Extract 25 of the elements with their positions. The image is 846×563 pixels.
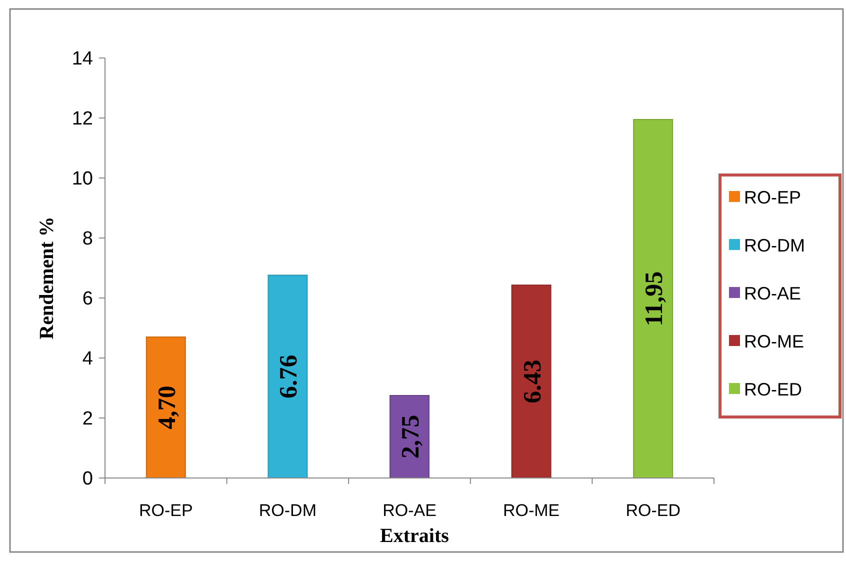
legend-label: RO-AE	[744, 283, 802, 304]
y-tick-label: 14	[72, 48, 94, 70]
y-tick-label: 4	[82, 348, 94, 370]
y-tick-label: 2	[82, 408, 93, 430]
y-tick-label: 10	[72, 168, 93, 190]
y-axis-title: Rendement %	[36, 216, 58, 340]
y-tick-label: 12	[72, 108, 93, 130]
data-label: 6.76	[276, 354, 303, 398]
x-tick-label: RO-AE	[382, 501, 436, 520]
x-tick-label: RO-ED	[626, 501, 680, 520]
x-tick-label: RO-DM	[258, 501, 317, 520]
data-label: 6.43	[519, 360, 546, 404]
x-tick-label: RO-EP	[138, 501, 193, 520]
legend-label: RO-DM	[744, 235, 805, 256]
x-tick-label: RO-ME	[502, 501, 560, 520]
x-axis-title: Extraits	[380, 525, 450, 547]
y-tick-label: 8	[82, 228, 93, 250]
data-label: 4,70	[154, 386, 181, 430]
legend-label: RO-ME	[744, 331, 804, 352]
legend-label: RO-EP	[744, 187, 802, 208]
y-tick-label: 6	[82, 288, 93, 310]
data-label: 2,75	[398, 414, 424, 459]
y-tick-label: 0	[82, 468, 93, 490]
data-label: 11,95	[641, 271, 668, 326]
legend-label: RO-ED	[744, 379, 802, 400]
